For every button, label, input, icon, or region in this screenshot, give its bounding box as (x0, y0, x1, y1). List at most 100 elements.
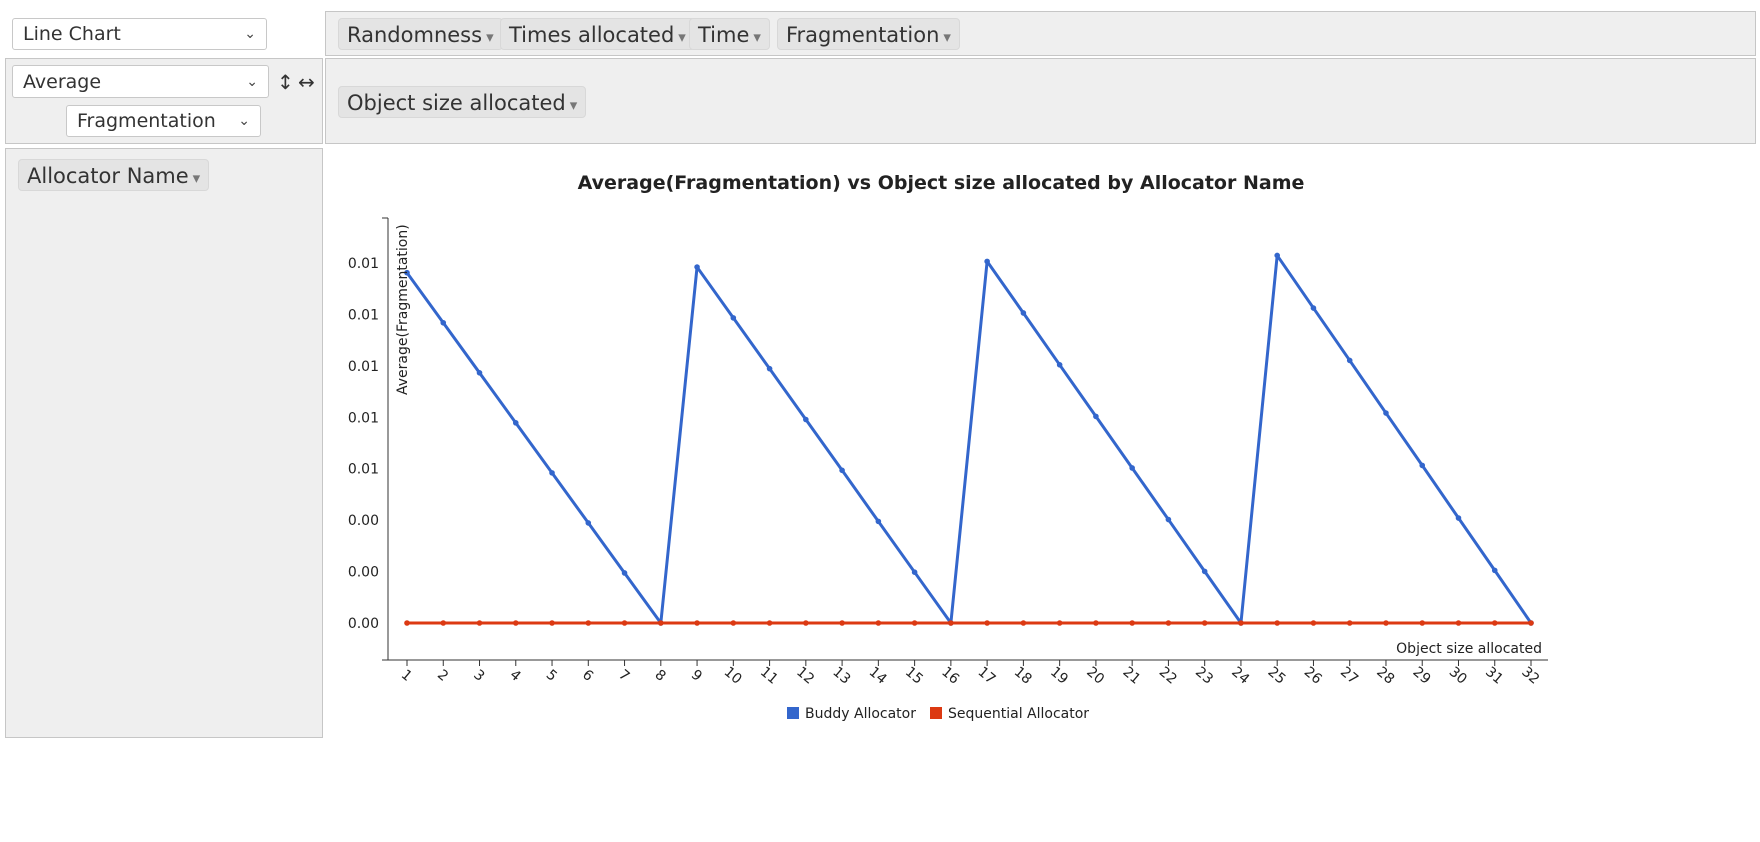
data-point (404, 620, 410, 626)
data-point (1020, 310, 1027, 316)
data-point (1346, 620, 1353, 626)
data-point (1129, 620, 1135, 626)
y-tick-label: 0.01 (348, 410, 379, 426)
data-point (440, 620, 447, 626)
x-tick-label: 21 (1120, 664, 1144, 688)
data-point (1201, 568, 1208, 575)
data-point (839, 467, 845, 474)
data-point (585, 620, 592, 626)
data-point (875, 620, 882, 626)
x-tick-label: 32 (1518, 664, 1542, 688)
data-point (404, 269, 410, 276)
data-point (1491, 620, 1498, 626)
y-tick-label: 0.01 (348, 359, 379, 375)
data-point (730, 620, 737, 626)
dropdown-triangle-icon: ▾ (943, 28, 951, 46)
data-point (1455, 515, 1462, 521)
data-point (549, 620, 555, 626)
data-point (1056, 620, 1063, 626)
y-axis-ticks: 0.00 0.00 0.00 0.01 0.01 0.01 0.01 0.01 (348, 256, 379, 632)
x-tick-label: 19 (1047, 664, 1071, 688)
y-tick-label: 0.00 (348, 565, 379, 581)
y-tick-label: 0.01 (348, 256, 379, 272)
chart-axes (382, 217, 1548, 661)
x-tick-label: 6 (579, 667, 596, 685)
attr-label: Allocator Name (27, 164, 189, 188)
x-tick-label: 30 (1446, 664, 1470, 688)
renderer-select[interactable]: Line Chart ⌄ (12, 18, 267, 50)
data-point (476, 370, 483, 376)
data-point (1056, 362, 1063, 368)
data-point (440, 319, 447, 326)
attr-fragmentation[interactable]: Fragmentation ▾ (777, 18, 960, 50)
aggregator-attr-value: Fragmentation (77, 110, 216, 132)
x-tick-label: 12 (793, 664, 817, 688)
dropdown-triangle-icon: ▾ (192, 169, 201, 187)
data-point (1274, 252, 1280, 259)
row-attr-allocator-name[interactable]: Allocator Name ▾ (18, 159, 210, 191)
col-attr-object-size[interactable]: Object size allocated ▾ (338, 86, 587, 118)
aggregator-select[interactable]: Average ⌄ (12, 65, 269, 98)
data-point (621, 570, 628, 576)
data-point (911, 620, 918, 626)
x-tick-label: 27 (1337, 664, 1361, 688)
attr-time[interactable]: Time ▾ (689, 18, 770, 50)
line-chart: Average(Fragmentation) vs Object size al… (348, 172, 1548, 722)
x-tick-label: 20 (1083, 664, 1107, 688)
data-point (1201, 620, 1208, 626)
x-tick-label: 7 (615, 667, 632, 685)
x-tick-label: 17 (975, 664, 999, 688)
series-line (405, 253, 1533, 625)
x-tick-label: 26 (1301, 664, 1325, 688)
data-point (512, 620, 519, 626)
aggregator-attr-select[interactable]: Fragmentation ⌄ (66, 105, 261, 137)
data-point (1419, 462, 1426, 469)
chevron-down-icon: ⌄ (244, 26, 256, 42)
attr-label: Randomness (347, 23, 483, 47)
data-point (694, 264, 700, 270)
x-axis-ticks: 1 2 3 4 5 6 7 8 9 10 11 12 13 14 15 16 17 18 19 20 21 22 23 24 2… (398, 660, 1542, 688)
data-point (1346, 357, 1353, 364)
x-tick-label: 11 (757, 664, 781, 688)
x-tick-label: 1 (398, 667, 415, 685)
attr-label: Times allocated (509, 23, 675, 47)
data-point (658, 620, 664, 626)
x-tick-label: 4 (507, 667, 524, 685)
y-tick-label: 0.01 (348, 307, 379, 323)
chart-legend: Buddy Allocator Sequential Allocator (787, 706, 1089, 722)
data-point (948, 620, 954, 626)
dropdown-triangle-icon: ▾ (753, 28, 761, 46)
data-point (803, 416, 809, 423)
x-tick-label: 3 (470, 667, 487, 685)
y-tick-label: 0.00 (348, 616, 379, 632)
chevron-down-icon: ⌄ (238, 113, 250, 129)
sort-rows-icon[interactable]: ↕ (277, 70, 294, 94)
aggregator-select-value: Average (23, 70, 102, 93)
data-point (1310, 620, 1317, 626)
legend-label: Buddy Allocator (805, 706, 916, 722)
attr-randomness[interactable]: Randomness ▾ (338, 18, 503, 50)
x-tick-label: 10 (721, 664, 745, 688)
legend-swatch (787, 707, 799, 719)
data-point (585, 520, 592, 526)
data-point (1020, 620, 1027, 626)
y-tick-label: 0.00 (348, 513, 379, 529)
x-tick-label: 2 (434, 667, 451, 685)
data-point (839, 620, 845, 626)
dropdown-triangle-icon: ▾ (569, 96, 578, 114)
chart-series (404, 252, 1534, 626)
x-tick-label: 29 (1410, 664, 1434, 688)
x-tick-label: 25 (1265, 664, 1289, 688)
x-tick-label: 23 (1192, 664, 1216, 688)
attr-label: Fragmentation (786, 23, 940, 47)
sort-cols-icon[interactable]: ↔ (298, 70, 315, 94)
attr-times-allocated[interactable]: Times allocated ▾ (500, 18, 695, 50)
data-point (1274, 620, 1280, 626)
x-tick-label: 13 (829, 664, 853, 688)
data-point (1165, 516, 1172, 523)
data-point (694, 620, 700, 626)
data-point (803, 620, 809, 626)
x-tick-label: 24 (1228, 664, 1252, 688)
data-point (1129, 465, 1135, 471)
data-point (1528, 620, 1534, 626)
